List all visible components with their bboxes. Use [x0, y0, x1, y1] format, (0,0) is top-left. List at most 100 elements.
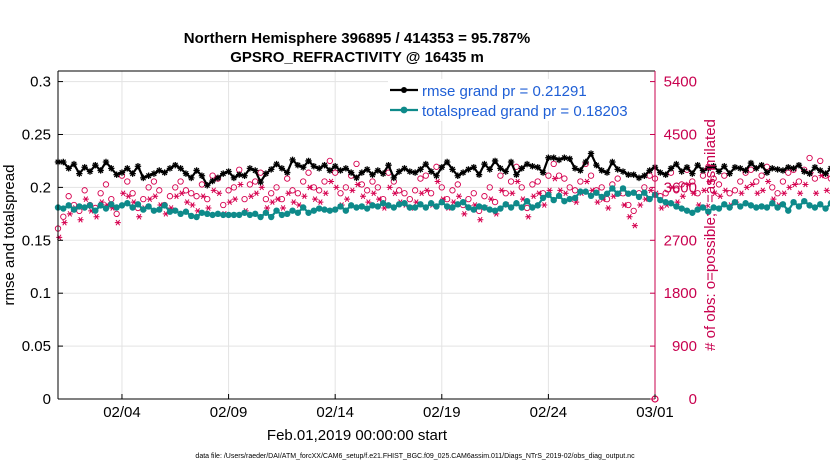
totalspread-point — [70, 206, 78, 213]
rmse-point — [395, 168, 403, 175]
totalspread-point — [433, 203, 440, 210]
rmse-point — [742, 167, 749, 174]
assimilated-point — [583, 178, 590, 185]
rmse-point — [481, 160, 488, 168]
totalspread-point — [284, 210, 291, 218]
y-tick-label: 0.25 — [22, 126, 51, 143]
totalspread-point — [763, 204, 771, 211]
chart-title: Northern Hemisphere 396895 / 414353 = 95… — [184, 30, 530, 47]
totalspread-point — [406, 204, 414, 211]
rmse-point — [737, 165, 744, 172]
totalspread-point — [347, 202, 355, 209]
assimilated-point — [226, 199, 233, 205]
totalspread-point — [374, 203, 382, 210]
totalspread-point — [310, 207, 318, 214]
assimilated-point — [178, 190, 185, 197]
rmse-point — [310, 163, 318, 170]
totalspread-point — [822, 205, 829, 212]
rmse-point — [769, 165, 776, 172]
rmse-point — [470, 164, 477, 171]
rmse-point — [529, 163, 536, 170]
totalspread-point — [166, 208, 174, 215]
rmse-point — [678, 168, 685, 175]
totalspread-point — [593, 189, 600, 196]
series-line — [58, 152, 830, 187]
rmse-point — [129, 170, 136, 177]
rmse-point — [694, 161, 701, 169]
possible-point — [470, 190, 477, 197]
assimilated-point — [823, 187, 830, 194]
totalspread-point — [236, 211, 243, 219]
rmse-point — [60, 158, 67, 166]
rmse-point — [785, 164, 792, 171]
assimilated-point — [269, 199, 276, 205]
totalspread-point — [113, 204, 120, 211]
totalspread-point — [481, 204, 488, 211]
totalspread-point — [214, 210, 222, 218]
rmse-point — [598, 167, 605, 174]
x-tick-label: 02/19 — [423, 404, 461, 421]
rmse-point — [715, 168, 723, 175]
totalspread-point — [507, 204, 515, 211]
totalspread-point — [150, 207, 158, 214]
assimilated-point — [669, 184, 676, 191]
assimilated-point — [354, 181, 361, 188]
rmse-point — [801, 168, 808, 175]
assimilated-point — [701, 187, 708, 194]
assimilated-point — [210, 187, 217, 194]
possible-point — [417, 175, 424, 182]
possible-point — [678, 181, 685, 188]
assimilated-point — [631, 222, 638, 229]
totalspread-point — [60, 205, 67, 212]
assimilated-point — [594, 199, 601, 205]
totalspread-point — [529, 204, 536, 211]
assimilated-point — [626, 213, 633, 220]
totalspread-point — [198, 209, 206, 216]
rmse-point — [134, 163, 142, 170]
totalspread-point — [550, 196, 557, 204]
assimilated-point — [647, 187, 654, 194]
possible-point — [507, 178, 515, 185]
possible-point — [305, 169, 312, 176]
assimilated-point — [301, 193, 308, 200]
totalspread-point — [678, 205, 685, 212]
totalspread-point — [145, 203, 152, 210]
possible-point — [534, 178, 541, 185]
assimilated-point — [328, 178, 335, 185]
assimilated-point — [232, 196, 239, 203]
totalspread-point — [689, 209, 696, 216]
assimilated-point — [93, 213, 100, 220]
legend-entry-rmse: rmse grand pr = 0.21291 — [390, 83, 587, 100]
assimilated-point — [66, 210, 73, 217]
totalspread-point — [747, 202, 755, 209]
totalspread-point — [582, 188, 589, 195]
rmse-point — [753, 165, 760, 172]
rmse-point — [230, 174, 238, 182]
legend-entry-totalspread: totalspread grand pr = 0.18203 — [390, 103, 628, 120]
totalspread-point — [625, 190, 632, 197]
totalspread-point — [753, 204, 760, 211]
rmse-point — [513, 171, 520, 178]
rmse-point — [331, 163, 339, 170]
totalspread-point — [710, 204, 717, 211]
rmse-point — [710, 163, 717, 170]
rmse-point — [76, 170, 83, 177]
assimilated-point — [274, 196, 281, 203]
totalspread-point — [385, 202, 392, 209]
possible-point — [198, 181, 206, 188]
totalspread-point — [715, 205, 723, 212]
rmse-point — [582, 158, 589, 166]
series-totalspread grand pr = 0.18203 — [54, 185, 830, 221]
possible-point — [294, 190, 302, 197]
assimilated-point — [317, 199, 324, 205]
possible-point — [316, 187, 323, 194]
rmse-point — [262, 170, 270, 177]
totalspread-point — [774, 204, 781, 211]
assimilated-point — [749, 181, 756, 188]
assimilated-point — [637, 202, 644, 208]
totalspread-point — [726, 204, 733, 211]
possible-point — [241, 195, 248, 203]
rmse-point — [161, 169, 168, 176]
assimilated-point — [360, 193, 367, 200]
totalspread-point — [246, 211, 254, 219]
